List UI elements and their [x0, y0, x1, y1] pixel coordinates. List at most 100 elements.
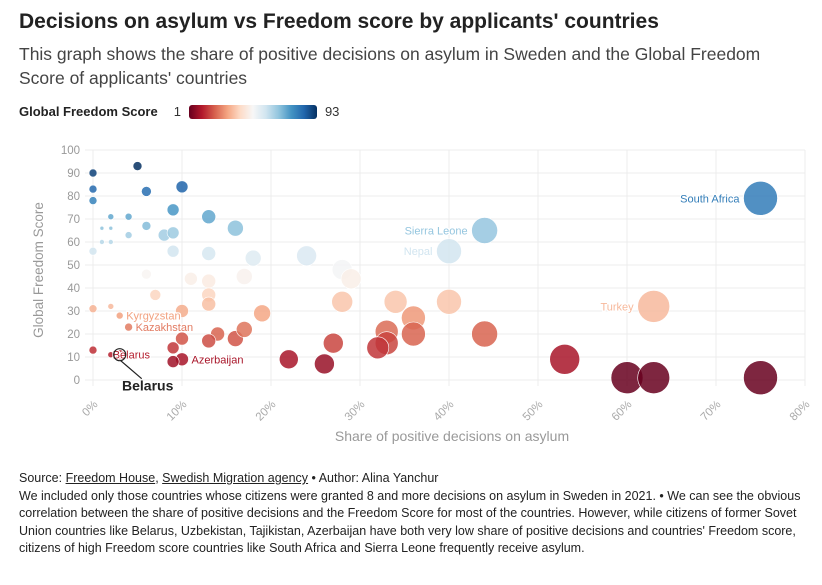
chart-title: Decisions on asylum vs Freedom score by …: [19, 10, 659, 33]
annotation-line: [120, 360, 143, 380]
y-tick-label: 70: [67, 214, 80, 226]
point-label: Sierra Leone: [405, 226, 468, 238]
y-tick-label: 60: [67, 237, 80, 249]
source-separator: ,: [155, 471, 163, 485]
x-tick-label: 80%: [788, 399, 813, 424]
source-line: Source: Freedom House, Swedish Migration…: [19, 470, 819, 488]
data-point: [743, 181, 778, 216]
data-point: [175, 180, 189, 194]
point-label: South Africa: [680, 193, 740, 205]
point-label: Azerbaijan: [192, 354, 244, 366]
data-point: [88, 345, 98, 355]
data-point: [166, 341, 180, 355]
legend-max: 93: [324, 104, 340, 119]
annotation-text: Belarus: [122, 378, 174, 394]
y-tick-label: 30: [67, 306, 80, 318]
data-point: [88, 304, 98, 314]
source-link-migration-agency[interactable]: Swedish Migration agency: [162, 471, 309, 485]
data-point: [436, 238, 462, 264]
data-point: [99, 225, 105, 231]
data-point: [108, 225, 114, 231]
point-label: Nepal: [404, 246, 433, 258]
y-axis-ticks: 0 10 20 30 40 50 60 70 80 90 100: [61, 145, 80, 387]
data-point: [471, 217, 498, 244]
annotation-marker: [113, 348, 127, 362]
data-point: [132, 161, 143, 171]
data-point: [322, 332, 344, 354]
data-point: [340, 268, 362, 290]
data-point: [637, 361, 671, 395]
data-point: [99, 239, 105, 245]
data-point: [149, 289, 162, 301]
data-point: [88, 168, 98, 178]
data-point: [227, 219, 244, 237]
x-tick-label: 70%: [699, 399, 724, 424]
y-tick-label: 80: [67, 191, 80, 203]
data-point: [743, 360, 778, 396]
data-point: [124, 231, 133, 239]
grid: [85, 149, 806, 386]
x-tick-label: 0%: [80, 399, 100, 419]
y-tick-label: 40: [67, 283, 80, 295]
data-point: [201, 296, 216, 312]
data-point: [201, 209, 216, 224]
footer: Source: Freedom House, Swedish Migration…: [19, 470, 819, 558]
data-point: [115, 311, 124, 320]
data-point: [549, 343, 581, 375]
data-point: [175, 304, 189, 318]
y-tick-label: 20: [67, 329, 80, 341]
data-points: [88, 161, 778, 396]
x-tick-label: 50%: [521, 399, 546, 424]
legend-label: Global Freedom Score: [19, 104, 158, 119]
data-point: [166, 355, 180, 368]
data-point: [124, 322, 133, 332]
y-tick-label: 90: [67, 168, 80, 180]
data-point: [114, 349, 125, 361]
data-point: [108, 239, 114, 245]
data-point: [201, 333, 216, 349]
data-point: [141, 221, 152, 231]
footer-note: We included only those countries whose c…: [19, 488, 801, 556]
data-point: [107, 303, 115, 310]
y-tick-label: 100: [61, 145, 80, 157]
author: • Author: Alina Yanchur: [308, 471, 439, 485]
y-tick-label: 50: [67, 260, 80, 272]
data-point: [383, 289, 408, 314]
x-tick-label: 60%: [610, 399, 635, 424]
data-point: [166, 244, 180, 258]
data-point: [201, 273, 216, 289]
source-link-freedom-house[interactable]: Freedom House: [65, 471, 156, 485]
data-point: [166, 203, 180, 217]
data-point: [253, 304, 271, 323]
x-axis-label: Share of positive decisions on asylum: [335, 428, 569, 444]
chart-subtitle: This graph shows the share of positive d…: [19, 44, 761, 88]
data-point: [236, 321, 253, 338]
y-tick-label: 10: [67, 352, 80, 364]
point-label: Kyrgyzstan: [126, 311, 180, 323]
point-label: Belarus: [113, 350, 151, 362]
annotations: Belarus: [113, 348, 174, 394]
source-prefix: Source:: [19, 471, 66, 485]
data-point: [166, 226, 180, 240]
data-point: [296, 245, 317, 267]
data-point: [88, 184, 98, 194]
y-tick-label: 0: [74, 375, 80, 387]
data-point: [278, 349, 299, 370]
data-point: [244, 249, 262, 267]
data-point: [184, 271, 198, 286]
data-point: [107, 213, 115, 220]
data-point: [201, 246, 216, 261]
point-label: Turkey: [600, 301, 634, 313]
legend-gradient: [188, 104, 317, 119]
x-tick-label: 20%: [254, 399, 279, 424]
data-point: [366, 336, 390, 360]
data-point: [124, 212, 133, 221]
point-label: Kazakhstan: [136, 322, 193, 334]
data-point: [236, 268, 253, 285]
data-point: [436, 288, 462, 315]
data-point: [88, 246, 98, 256]
x-tick-label: 40%: [432, 399, 457, 424]
x-axis-ticks: 0% 10% 20% 30% 40% 50% 60% 70% 80%: [80, 399, 812, 424]
data-point: [637, 290, 671, 323]
